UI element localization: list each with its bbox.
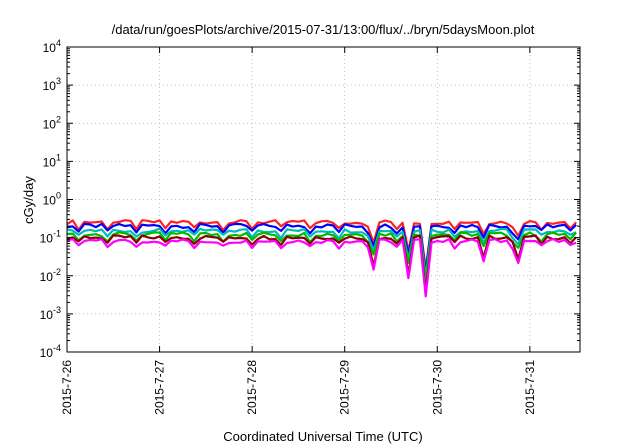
series-line-4	[66, 231, 577, 283]
x-tick-label: 2015-7-30	[430, 360, 444, 415]
series-line-3	[66, 227, 577, 279]
y-tick-label: 102	[43, 114, 61, 131]
y-tick-label: 10-4	[40, 343, 61, 360]
y-tick-label: 10-3	[40, 305, 61, 322]
x-tick-label: 2015-7-26	[60, 360, 74, 415]
grid	[67, 47, 580, 352]
x-tick-label: 2015-7-29	[338, 360, 352, 415]
chart-title: /data/run/goesPlots/archive/2015-07-31/1…	[112, 22, 535, 37]
x-tick-label: 2015-7-27	[153, 360, 167, 415]
series-line-1	[66, 219, 577, 271]
y-tick-label: 104	[43, 38, 61, 55]
x-axis-label: Coordinated Universal Time (UTC)	[223, 429, 422, 444]
series-group	[66, 219, 577, 298]
y-tick-label: 103	[43, 76, 61, 93]
y-axis-label: cGy/day	[21, 176, 36, 224]
ticks	[66, 46, 580, 353]
y-tick-label: 100	[43, 191, 61, 208]
series-line-6	[66, 237, 577, 298]
y-tick-label: 10-1	[40, 229, 61, 246]
y-tick-labels: 10-4 10-3 10-2 10-1 100 101 102 103 104	[40, 38, 61, 360]
series-line-5	[66, 234, 577, 294]
series-line-2	[66, 222, 577, 274]
x-tick-labels: 2015-7-26 2015-7-27 2015-7-28 2015-7-29 2015…	[60, 360, 537, 415]
y-tick-label: 101	[43, 152, 61, 169]
x-tick-label: 2015-7-28	[245, 360, 259, 415]
x-tick-label: 2015-7-31	[523, 360, 537, 415]
y-tick-label: 10-2	[40, 267, 61, 284]
